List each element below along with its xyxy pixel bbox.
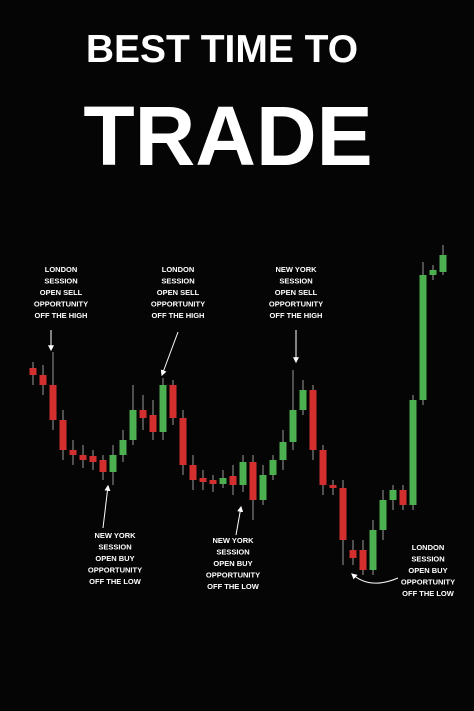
candle-body [339, 488, 347, 540]
candle-body [379, 500, 387, 530]
candle-body [369, 530, 377, 570]
annotation-line: OPPORTUNITY [269, 300, 323, 309]
annotation-line: OPPORTUNITY [401, 578, 455, 587]
candle-body [299, 390, 307, 410]
annotation-line: OPEN BUY [95, 554, 134, 563]
annotation-line: OFF THE HIGH [152, 311, 205, 320]
annotation-line: OPEN SELL [40, 288, 83, 297]
annotation-line: LONDON [162, 265, 195, 274]
candle-body [29, 368, 37, 375]
annotations: LONDON SESSION OPEN SELL OPPORTUNITY OFF THE… [34, 265, 455, 598]
annotation-line: NEW YORK [275, 265, 317, 274]
candle-body [309, 390, 317, 450]
candle-body [69, 450, 77, 455]
candle-body [129, 410, 137, 440]
candle-body [149, 415, 157, 432]
candle-body [429, 270, 437, 275]
candle-body [199, 478, 207, 482]
candle-body [119, 440, 127, 455]
annotation-line: OPEN BUY [408, 566, 447, 575]
candle-body [159, 385, 167, 432]
candle-body [99, 460, 107, 472]
annotation-line: NEW YORK [94, 531, 136, 540]
candle-body [409, 400, 417, 505]
annotation-line: OPEN BUY [213, 559, 252, 568]
candle-body [439, 255, 447, 272]
candle-body [229, 476, 237, 485]
candle-body [79, 455, 87, 460]
annotation-line: OFF THE LOW [207, 582, 260, 591]
annotation-line: OPPORTUNITY [88, 566, 142, 575]
arrow [351, 573, 399, 584]
annotation-line: SESSION [161, 277, 194, 286]
candle-body [209, 480, 217, 484]
annotation-line: SESSION [279, 277, 312, 286]
annotation-line: SESSION [98, 543, 131, 552]
candle-body [289, 410, 297, 442]
candle-body [169, 385, 177, 418]
title: BEST TIME TO [86, 28, 358, 71]
candle-body [179, 418, 187, 465]
annotation-line: OPPORTUNITY [151, 300, 205, 309]
arrow [235, 505, 244, 536]
candle-body [49, 385, 57, 420]
candle-body [269, 460, 277, 475]
arrow [102, 484, 111, 529]
candle-body [219, 478, 227, 484]
annotation-line: OPPORTUNITY [206, 571, 260, 580]
annotation-line: NEW YORK [212, 536, 254, 545]
candle-body [389, 490, 397, 500]
subtitle: TRADE [83, 89, 372, 183]
candles [29, 245, 447, 575]
candle-body [419, 275, 427, 400]
candle-body [239, 462, 247, 485]
candle-body [109, 455, 117, 472]
candle-body [59, 420, 67, 450]
annotation-line: OPEN SELL [275, 288, 318, 297]
candle-body [319, 450, 327, 485]
candle-body [249, 462, 257, 500]
annotation-line: LONDON [45, 265, 78, 274]
annotation-line: OFF THE LOW [402, 589, 455, 598]
candle-body [349, 550, 357, 558]
annotation-line: SESSION [216, 548, 249, 557]
annotation-line: OFF THE LOW [89, 577, 142, 586]
candle-body [39, 375, 47, 385]
candle-body [329, 485, 337, 488]
arrow [160, 331, 179, 377]
candle-body [399, 490, 407, 505]
candle-body [359, 550, 367, 570]
candle-body [139, 410, 147, 418]
annotation-line: OPPORTUNITY [34, 300, 88, 309]
annotation-line: SESSION [411, 555, 444, 564]
candle-body [259, 475, 267, 500]
candle-body [189, 465, 197, 480]
annotation-line: OFF THE HIGH [270, 311, 323, 320]
annotation-line: OPEN SELL [157, 288, 200, 297]
annotation-line: SESSION [44, 277, 77, 286]
candle-body [89, 456, 97, 462]
annotation-line: LONDON [412, 543, 445, 552]
candle-body [279, 442, 287, 460]
annotation-line: OFF THE HIGH [35, 311, 88, 320]
